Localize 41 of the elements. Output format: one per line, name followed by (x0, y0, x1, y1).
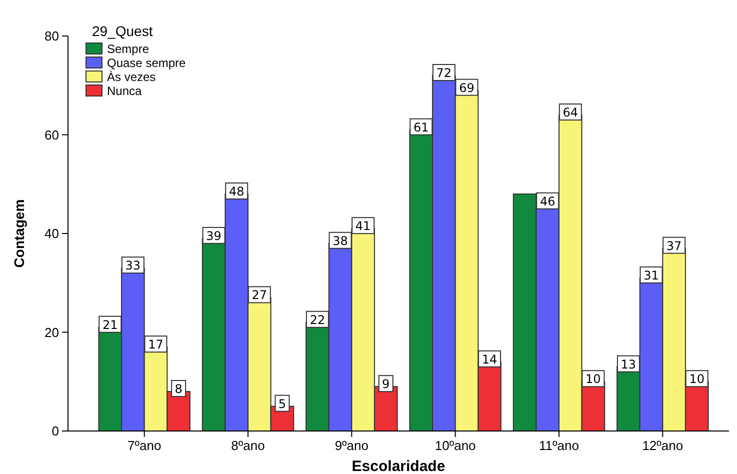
data-label: 48 (228, 184, 244, 198)
x-tick-label: 11ºano (539, 438, 579, 453)
data-label: 69 (459, 80, 474, 95)
x-tick-label: 10ºano (434, 438, 476, 453)
legend-label: Nunca (107, 84, 142, 98)
data-label: 22 (310, 312, 326, 327)
data-label: 5 (278, 396, 286, 411)
data-label: 61 (413, 120, 429, 134)
legend-label: Sempre (107, 42, 150, 56)
y-tick-label: 20 (44, 324, 59, 340)
x-axis-title: Escolaridade (352, 458, 446, 474)
data-label: 33 (125, 258, 141, 273)
y-tick-label: 0 (52, 424, 59, 438)
data-label: 17 (148, 338, 164, 352)
x-tick-label: 7ºano (128, 438, 162, 453)
y-tick-label: 60 (44, 127, 59, 142)
data-label: 27 (252, 288, 268, 302)
data-label: 9 (382, 377, 390, 392)
y-tick-label: 40 (44, 226, 59, 241)
data-label: 31 (644, 268, 659, 282)
data-label: 21 (102, 318, 118, 332)
y-tick-label: 80 (44, 28, 59, 44)
data-label: 64 (562, 106, 578, 120)
data-label: 10 (689, 372, 705, 386)
data-label: 10 (586, 372, 601, 386)
x-tick-label: 8ºano (231, 438, 265, 453)
x-tick-label: 12ºano (642, 438, 684, 453)
data-label: 72 (436, 66, 452, 80)
data-label: 39 (206, 228, 222, 243)
data-label: 8 (174, 382, 182, 396)
y-axis-title: Contagem (11, 199, 27, 268)
data-label: 13 (620, 357, 636, 372)
data-label: 46 (540, 194, 556, 208)
data-label: 14 (482, 352, 498, 366)
data-label: 37 (666, 238, 682, 253)
data-label: 38 (332, 234, 348, 248)
legend-label: Às vezes (107, 70, 156, 84)
legend-label: Quase sempre (107, 56, 186, 70)
data-label: 41 (355, 219, 371, 234)
legend-title: 29_Quest (92, 23, 153, 39)
x-tick-label: 9ºano (334, 438, 369, 453)
